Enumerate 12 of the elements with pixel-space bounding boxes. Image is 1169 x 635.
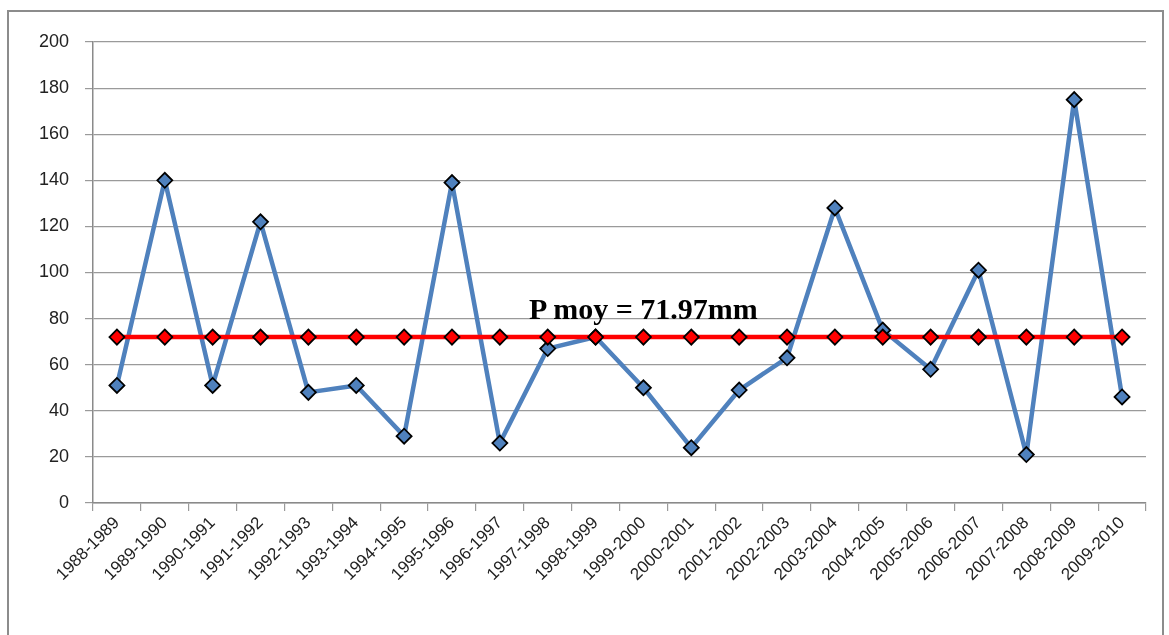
y-tick-label: 80 bbox=[48, 307, 69, 328]
y-tick-label: 20 bbox=[48, 445, 69, 466]
y-tick-label: 0 bbox=[58, 491, 69, 512]
y-tick-label: 200 bbox=[38, 30, 69, 51]
y-tick-label: 40 bbox=[48, 399, 69, 420]
y-tick-label: 180 bbox=[38, 77, 69, 98]
y-tick-label: 100 bbox=[38, 261, 69, 282]
y-tick-label: 140 bbox=[38, 169, 69, 190]
y-tick-label: 120 bbox=[38, 215, 69, 236]
annotation: P moy = 71.97mm bbox=[529, 292, 758, 326]
y-tick-label: 60 bbox=[48, 353, 69, 374]
y-tick-label: 160 bbox=[38, 123, 69, 144]
